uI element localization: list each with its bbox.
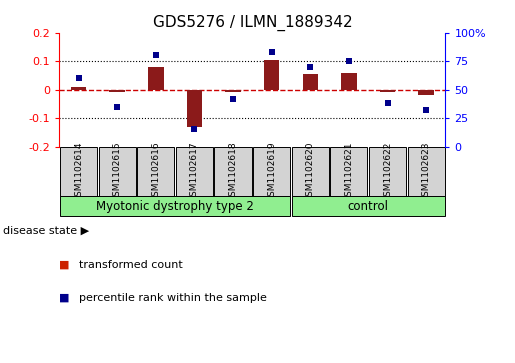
Text: GSM1102619: GSM1102619 — [267, 141, 276, 202]
Text: GSM1102622: GSM1102622 — [383, 141, 392, 202]
Text: ■: ■ — [59, 293, 70, 303]
FancyBboxPatch shape — [214, 147, 251, 196]
FancyBboxPatch shape — [253, 147, 290, 196]
Point — [151, 53, 160, 58]
Point — [74, 76, 82, 81]
Text: ■: ■ — [59, 260, 70, 270]
Bar — [303, 74, 318, 90]
Point — [306, 64, 314, 70]
FancyBboxPatch shape — [291, 147, 329, 196]
Bar — [148, 67, 164, 90]
Bar — [341, 73, 356, 90]
Text: transformed count: transformed count — [79, 260, 182, 270]
Bar — [418, 90, 434, 95]
Bar — [71, 87, 87, 90]
FancyBboxPatch shape — [60, 147, 97, 196]
FancyBboxPatch shape — [291, 196, 444, 216]
Bar — [380, 90, 396, 93]
Text: GSM1102617: GSM1102617 — [190, 141, 199, 202]
Text: GSM1102616: GSM1102616 — [151, 141, 160, 202]
FancyBboxPatch shape — [60, 196, 290, 216]
Point — [422, 107, 431, 113]
Bar — [186, 90, 202, 127]
FancyBboxPatch shape — [137, 147, 174, 196]
Text: GSM1102623: GSM1102623 — [422, 141, 431, 202]
Point — [345, 58, 353, 64]
Text: control: control — [348, 200, 389, 213]
Text: GSM1102620: GSM1102620 — [306, 141, 315, 202]
Bar — [109, 90, 125, 93]
Text: percentile rank within the sample: percentile rank within the sample — [79, 293, 267, 303]
FancyBboxPatch shape — [176, 147, 213, 196]
Point — [383, 101, 392, 106]
FancyBboxPatch shape — [369, 147, 406, 196]
Bar — [226, 90, 241, 93]
Point — [190, 127, 198, 132]
FancyBboxPatch shape — [99, 147, 135, 196]
FancyBboxPatch shape — [407, 147, 444, 196]
Point — [113, 104, 122, 110]
Text: Myotonic dystrophy type 2: Myotonic dystrophy type 2 — [96, 200, 254, 213]
Text: GSM1102615: GSM1102615 — [113, 141, 122, 202]
Text: disease state ▶: disease state ▶ — [3, 225, 89, 236]
Point — [229, 96, 237, 102]
Title: GDS5276 / ILMN_1889342: GDS5276 / ILMN_1889342 — [152, 15, 352, 31]
Point — [268, 49, 276, 55]
FancyBboxPatch shape — [330, 147, 367, 196]
Bar — [264, 60, 279, 90]
Text: GSM1102614: GSM1102614 — [74, 141, 83, 202]
Text: GSM1102621: GSM1102621 — [345, 141, 353, 202]
Text: GSM1102618: GSM1102618 — [229, 141, 237, 202]
